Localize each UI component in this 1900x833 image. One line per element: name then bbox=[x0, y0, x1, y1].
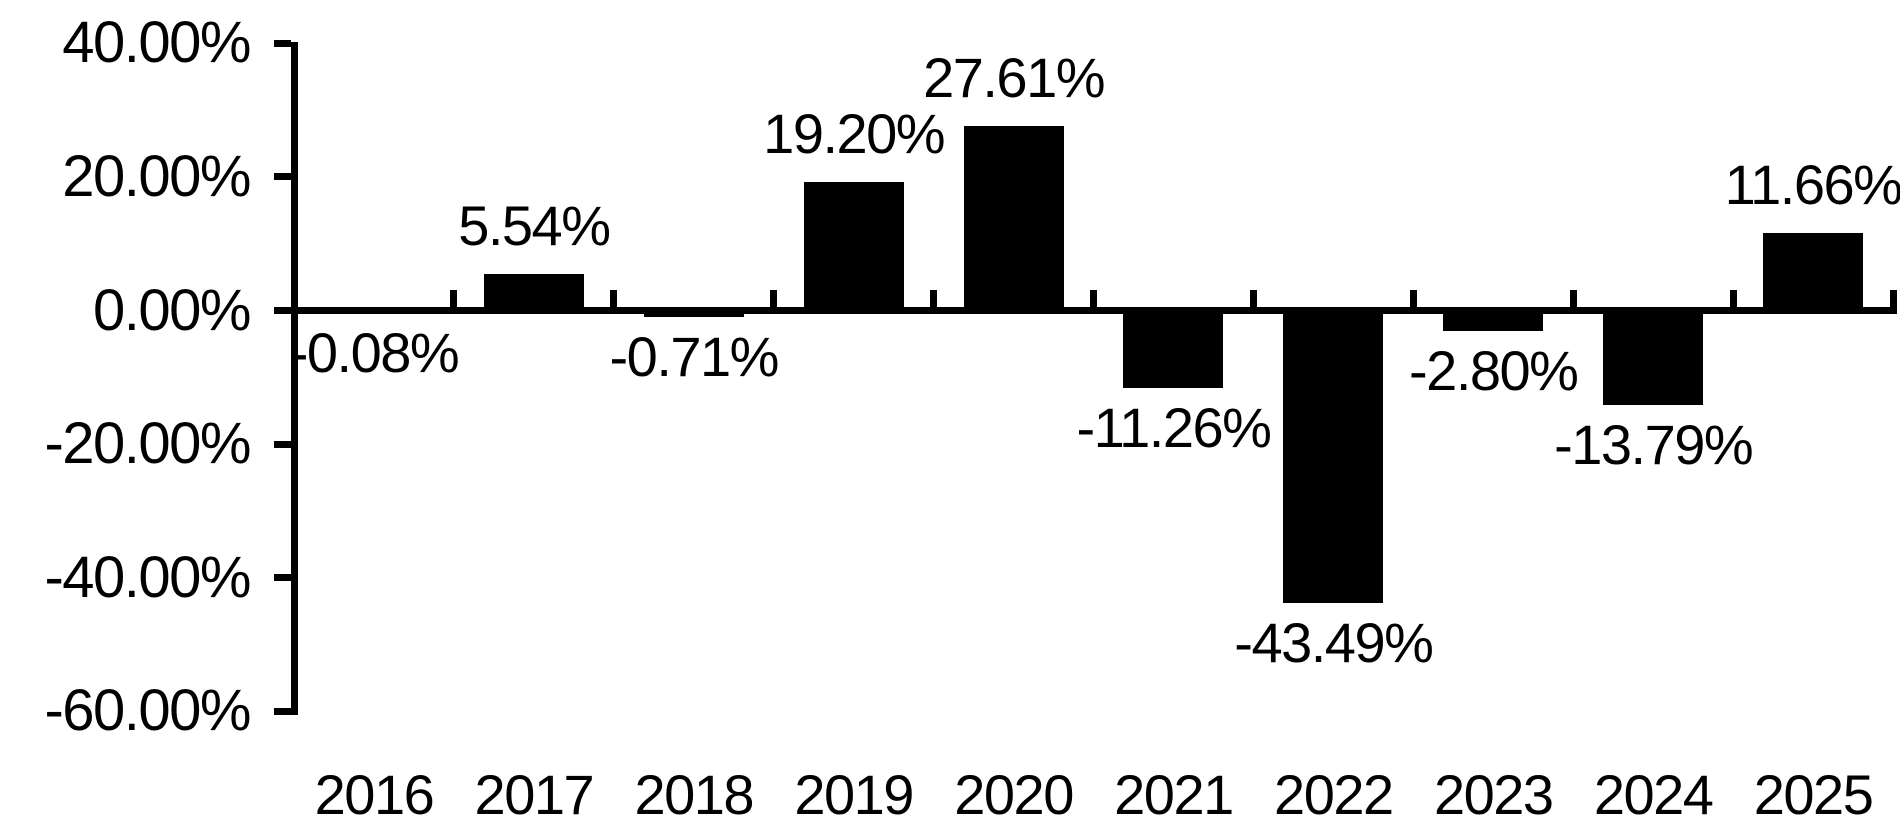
bar-value-label: 11.66% bbox=[1724, 152, 1900, 216]
bar-value-label: 27.61% bbox=[923, 46, 1105, 110]
x-tick-label: 2024 bbox=[1593, 763, 1714, 826]
x-tick bbox=[1249, 290, 1257, 307]
bar-value-label: 19.20% bbox=[763, 102, 945, 166]
bar bbox=[323, 310, 424, 314]
bar bbox=[1283, 310, 1384, 603]
bar bbox=[1443, 310, 1544, 332]
y-tick-label: 40.00% bbox=[62, 10, 251, 76]
x-tick bbox=[1729, 290, 1737, 307]
bar bbox=[803, 182, 904, 313]
y-tick bbox=[273, 440, 291, 448]
x-tick bbox=[610, 290, 618, 307]
x-tick bbox=[1569, 290, 1577, 307]
bar-value-label: -0.08% bbox=[289, 321, 460, 385]
x-tick-label: 2022 bbox=[1274, 763, 1394, 826]
bar bbox=[1763, 232, 1864, 313]
y-tick-label: -60.00% bbox=[44, 678, 251, 744]
x-axis-line bbox=[290, 307, 1897, 314]
bar-value-label: -43.49% bbox=[1234, 610, 1434, 674]
bar-value-label: -13.79% bbox=[1554, 412, 1754, 476]
bar bbox=[643, 310, 744, 318]
y-tick-label: -40.00% bbox=[44, 544, 251, 610]
bar bbox=[963, 126, 1064, 313]
bar-value-label: -2.80% bbox=[1409, 339, 1579, 403]
y-tick bbox=[273, 307, 291, 314]
y-tick bbox=[273, 574, 291, 582]
y-tick-label: 20.00% bbox=[62, 143, 251, 209]
x-tick bbox=[1090, 290, 1097, 307]
x-tick-label: 2025 bbox=[1753, 763, 1874, 826]
y-tick-label: 0.00% bbox=[93, 277, 251, 343]
x-tick bbox=[770, 290, 778, 307]
y-tick bbox=[273, 707, 291, 715]
y-axis-line bbox=[290, 42, 298, 715]
bar bbox=[1603, 310, 1704, 405]
x-tick bbox=[450, 290, 458, 307]
x-tick-label: 2020 bbox=[954, 763, 1074, 826]
x-tick bbox=[930, 290, 938, 307]
x-tick-label: 2017 bbox=[474, 763, 595, 826]
x-tick-label: 2021 bbox=[1114, 763, 1234, 826]
y-tick bbox=[273, 173, 291, 181]
bar-value-label: 5.54% bbox=[458, 193, 611, 257]
x-tick bbox=[1889, 290, 1897, 307]
x-tick bbox=[1409, 290, 1417, 307]
y-tick-label: -20.00% bbox=[44, 411, 251, 477]
bar-value-label: -0.71% bbox=[609, 325, 780, 389]
x-tick-label: 2016 bbox=[314, 763, 435, 826]
x-tick-label: 2019 bbox=[794, 763, 914, 826]
y-tick bbox=[273, 39, 291, 47]
bar-value-label: -11.26% bbox=[1076, 395, 1271, 459]
bar bbox=[483, 273, 584, 313]
x-tick-label: 2018 bbox=[634, 763, 754, 826]
x-tick-label: 2023 bbox=[1433, 763, 1554, 826]
bar bbox=[1123, 310, 1224, 388]
